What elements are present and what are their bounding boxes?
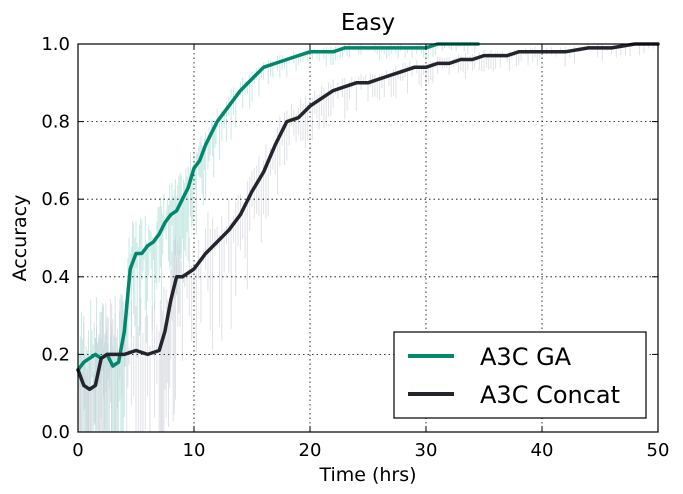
legend-box — [393, 331, 647, 419]
tick-layer: 0 10 20 30 40 50 0.0 0.2 0.4 0.6 0.8 1.0 — [41, 34, 669, 461]
series-line-a3c-concat — [76, 42, 660, 392]
plot-frame — [77, 43, 659, 433]
y-tick-label: 1.0 — [41, 34, 70, 55]
y-tick-label: 0.4 — [41, 267, 70, 288]
y-tick-label: 0.2 — [41, 344, 70, 365]
series-line-a3c-ga — [76, 42, 480, 372]
legend: A3C GA A3C Concat — [393, 331, 647, 419]
y-axis-label: Accuracy — [9, 195, 31, 282]
legend-label-a3c-ga: A3C GA — [480, 343, 572, 371]
y-tick-label: 0.8 — [41, 112, 70, 133]
x-tick-label: 50 — [647, 440, 670, 461]
x-tick-label: 30 — [415, 440, 438, 461]
x-tick-label: 10 — [183, 440, 206, 461]
grid-layer — [78, 44, 658, 432]
x-tick-label: 20 — [299, 440, 322, 461]
x-axis-label: Time (hrs) — [318, 464, 416, 486]
chart-title: Easy — [341, 10, 395, 36]
y-tick-label: 0.6 — [41, 189, 70, 210]
x-tick-label: 40 — [531, 440, 554, 461]
series-layer — [76, 42, 660, 392]
legend-label-a3c-concat: A3C Concat — [480, 381, 620, 409]
x-tick-label: 0 — [72, 440, 83, 461]
y-tick-label: 0.0 — [41, 422, 70, 443]
